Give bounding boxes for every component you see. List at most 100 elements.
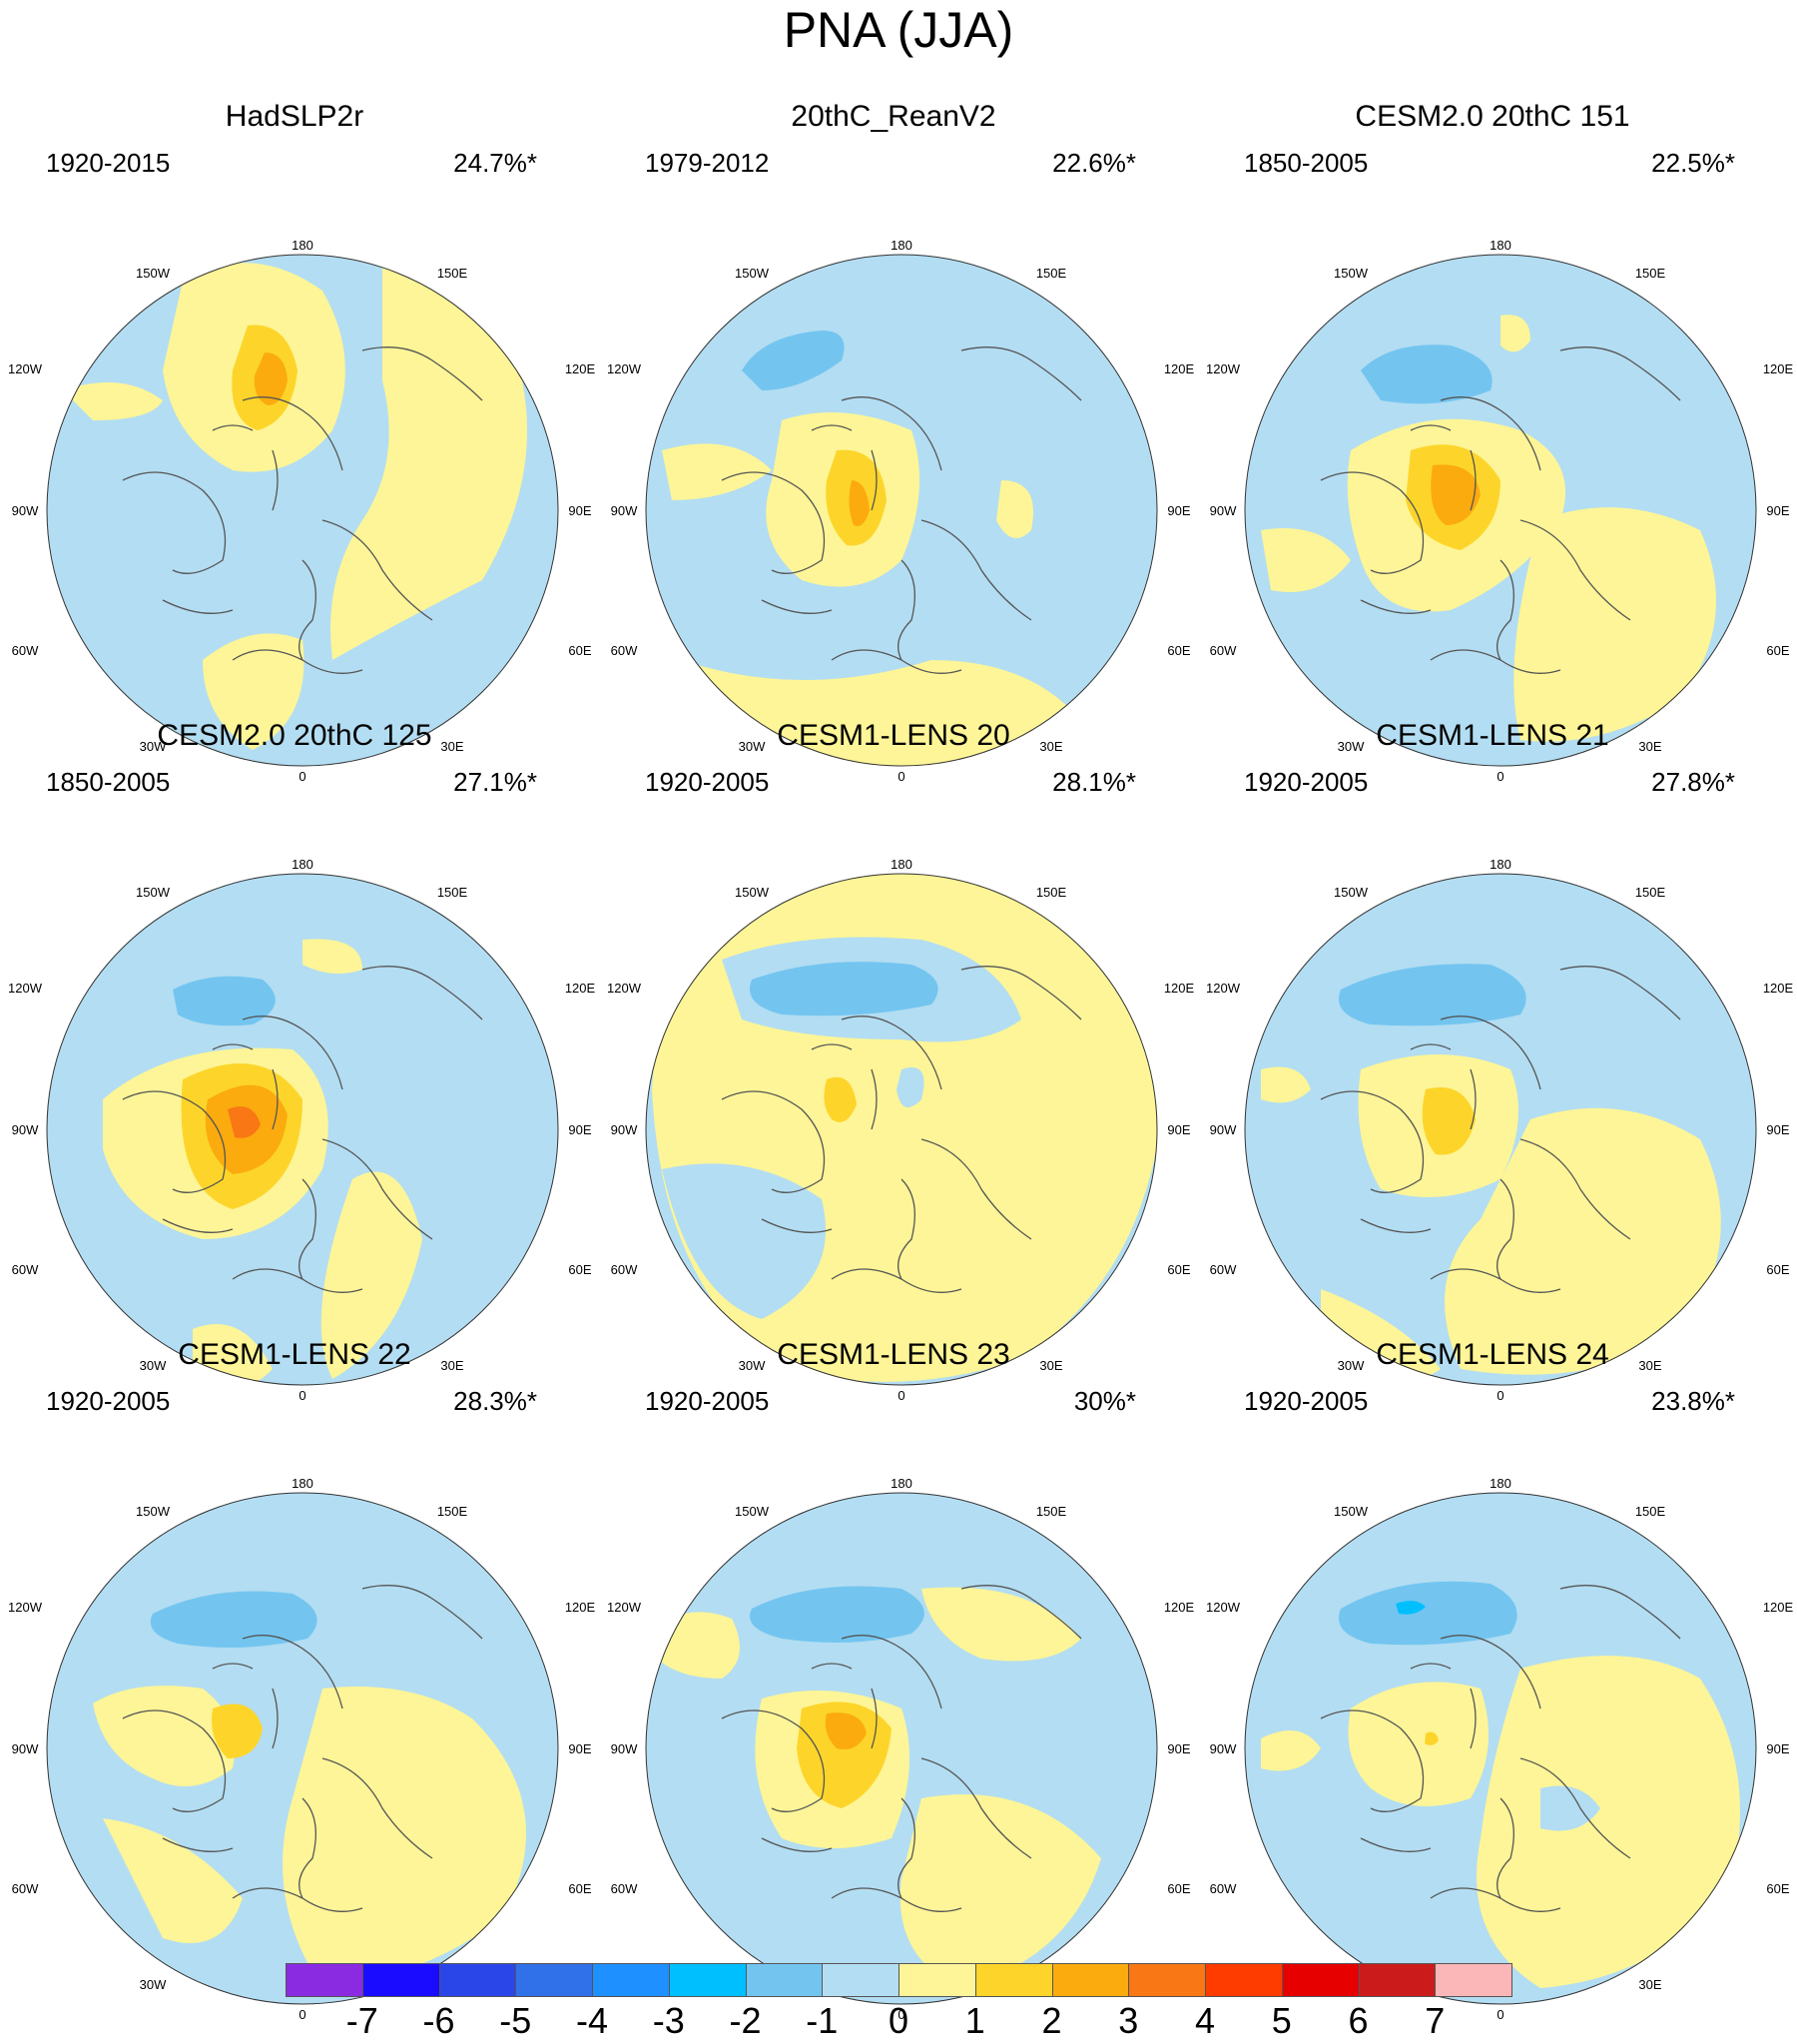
coastline: [272, 1688, 279, 1749]
colorbar-tick-label: 4: [1194, 2000, 1216, 2041]
longitude-label: 60E: [1766, 1881, 1790, 1896]
contour-region: [103, 1818, 243, 1943]
contour-region: [849, 480, 870, 526]
contour-region: [750, 962, 938, 1017]
map-border: [46, 1492, 559, 2005]
coastline: [1360, 599, 1432, 614]
colorbar: [286, 1963, 1512, 1999]
longitude-label: 60W: [11, 1881, 39, 1896]
colorbar-tick-label: 1: [964, 2000, 985, 2041]
coastline: [1470, 449, 1477, 511]
panel-variance-pct: 27.1%*: [453, 767, 537, 797]
coastline: [898, 1797, 915, 1899]
panel-title: CESM2.0 20thC 125: [157, 719, 432, 752]
map-panel: CESM1-LENS 24 1920-2005 23.8%* 180 0 150W 150E…: [1198, 1338, 1793, 2022]
coastline: [272, 1068, 279, 1130]
longitude-label: 30W: [139, 739, 167, 754]
contour-region: [228, 1106, 261, 1138]
longitude-label: 30W: [139, 1358, 167, 1373]
contour-region: [283, 1687, 526, 1988]
longitude-label: 120W: [1206, 1600, 1240, 1615]
longitude-label: 60E: [1766, 1262, 1790, 1277]
coastline: [361, 346, 483, 401]
longitude-label: 30W: [738, 739, 766, 754]
longitude-label: 150E: [1634, 1504, 1666, 1519]
longitude-label: 60W: [610, 1881, 638, 1896]
colorbar-box: [1128, 1963, 1206, 1997]
colorbar-tick-label: 6: [1348, 2000, 1369, 2041]
panel-title: CESM1-LENS 20: [777, 719, 1010, 752]
coastline: [920, 1757, 1032, 1859]
longitude-label: 180: [292, 1476, 313, 1491]
colorbar-tick-label: -4: [575, 2000, 608, 2041]
map-border: [1244, 1492, 1757, 2005]
coastline: [1320, 471, 1425, 574]
panel-title: CESM1-LENS 21: [1376, 719, 1609, 752]
longitude-label: 180: [292, 857, 313, 872]
coastline: [321, 519, 433, 621]
panel-variance-pct: 30%*: [1073, 1386, 1136, 1416]
coastline: [811, 1663, 853, 1670]
contour-region: [1261, 1066, 1311, 1103]
coastline: [871, 1068, 878, 1130]
panel-period: 1850-2005: [46, 767, 171, 797]
panel-title: CESM1-LENS 22: [178, 1338, 411, 1371]
longitude-label: 60W: [1209, 1262, 1237, 1277]
longitude-label: 90W: [11, 1122, 39, 1137]
longitude-label: 150E: [436, 266, 468, 281]
longitude-label: 60E: [568, 1262, 592, 1277]
contour-region: [63, 382, 163, 420]
colorbar-box: [1435, 1963, 1512, 1997]
longitude-label: 90W: [610, 1741, 638, 1756]
longitude-label: 60W: [1209, 643, 1237, 658]
longitude-label: 0: [1497, 1388, 1504, 1403]
polar-map: [1244, 1492, 1757, 2005]
colorbar-tick-label: -6: [422, 2000, 455, 2041]
longitude-label: 90W: [11, 1741, 39, 1756]
coastline: [761, 1837, 833, 1852]
contour-region: [897, 1067, 924, 1107]
colorbar-box: [286, 1963, 363, 1997]
longitude-label: 90W: [610, 503, 638, 518]
coastline: [212, 1043, 254, 1050]
longitude-label: 150E: [1035, 885, 1067, 900]
longitude-label: 90W: [610, 1122, 638, 1137]
longitude-label: 150W: [1334, 1504, 1368, 1519]
polar-map: [645, 873, 1158, 1386]
coastline: [898, 559, 915, 661]
longitude-label: 90E: [568, 1122, 592, 1137]
coastline: [122, 1090, 227, 1193]
longitude-label: 150E: [1035, 266, 1067, 281]
coastline: [1440, 1635, 1541, 1709]
longitude-label: 30W: [1337, 1358, 1365, 1373]
longitude-label: 120W: [8, 361, 42, 376]
longitude-label: 60W: [610, 1262, 638, 1277]
contour-region: [1540, 1785, 1600, 1831]
contour-region: [212, 1703, 263, 1758]
polar-map: [645, 254, 1158, 767]
coastline: [212, 1663, 254, 1670]
longitude-label: 60W: [11, 1262, 39, 1277]
longitude-label: 30E: [1638, 1977, 1662, 1992]
longitude-label: 0: [1497, 2007, 1504, 2022]
longitude-label: 150E: [1634, 885, 1666, 900]
contour-region: [662, 1163, 826, 1319]
longitude-label: 90E: [1167, 1122, 1191, 1137]
longitude-label: 0: [898, 2007, 905, 2022]
contour-region: [302, 939, 362, 974]
longitude-label: 30W: [1337, 739, 1365, 754]
contour-region: [203, 633, 304, 750]
contour-region: [1261, 528, 1351, 592]
coastline: [960, 1585, 1082, 1640]
colorbar-box: [438, 1963, 517, 1997]
longitude-label: 90W: [1209, 503, 1237, 518]
coastline: [1440, 396, 1541, 471]
longitude-label: 180: [1490, 1476, 1511, 1491]
coastline: [761, 599, 833, 614]
longitude-label: 120E: [1762, 1600, 1794, 1615]
longitude-label: 120W: [1206, 981, 1240, 996]
contour-region: [330, 261, 527, 660]
map-panel: 20thC_ReanV2 1979-2012 22.6%* 180 0 150W 150E 1…: [599, 100, 1194, 784]
colorbar-tick-label: -5: [499, 2000, 532, 2041]
coastline: [920, 519, 1032, 621]
